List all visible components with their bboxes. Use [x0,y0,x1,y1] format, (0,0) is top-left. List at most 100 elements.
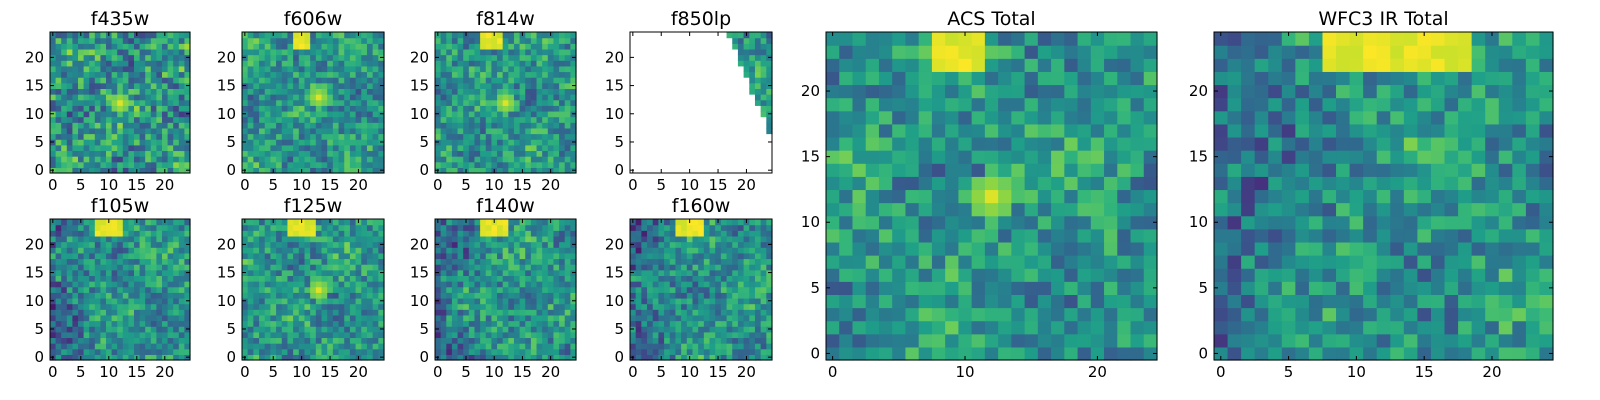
heatmap-cell [106,150,113,157]
heatmap-cell [564,354,571,361]
heatmap-cell [451,252,459,260]
heatmap-cell [276,326,283,333]
heatmap-cell [1064,268,1079,282]
heatmap-cell [117,48,124,56]
heatmap-cell [327,139,334,146]
heatmap-cell [692,269,699,276]
heatmap-cell [698,247,705,254]
heatmap-cell [72,320,79,327]
heatmap-cell [457,241,464,248]
heatmap-cell [304,43,311,50]
heatmap-cell [242,275,249,282]
heatmap-cell [468,269,476,276]
heatmap-cell [338,264,345,271]
heatmap-cell [100,303,107,310]
axes-frame [434,31,577,174]
heatmap-cell [559,32,566,39]
heatmap-cell [332,241,340,248]
heatmap-cell [675,269,682,276]
heatmap-cell [349,94,357,101]
heatmap-cell [457,320,464,327]
y-tick-label: 20 [605,235,624,253]
heatmap-cell [743,297,750,305]
heatmap-cell [100,331,107,339]
heatmap-cell [440,297,447,305]
heatmap-cell [106,54,113,61]
heatmap-cell [304,343,311,350]
heatmap-cell [100,224,107,231]
heatmap-cell [61,224,68,231]
heatmap-cell [559,105,566,112]
heatmap-cell [304,297,311,305]
heatmap-cell [530,105,538,112]
heatmap-cell [55,150,62,157]
heatmap-cell [508,281,515,288]
heatmap-cell [122,241,129,248]
heatmap-cell [253,127,260,135]
y-tick-label: 5 [614,320,624,338]
y-tick-label: 0 [419,348,429,366]
heatmap-cell [338,60,345,67]
heatmap-cell [145,235,152,243]
heatmap-cell [338,161,345,168]
heatmap-cell [145,309,152,316]
heatmap-cell [139,88,146,95]
heatmap-cell [502,71,509,78]
heatmap-cell [134,144,141,152]
heatmap-cell [485,314,492,322]
heatmap-cell [332,127,340,135]
heatmap-cell [150,82,157,89]
heatmap-cell [451,127,459,135]
heatmap-cell [253,65,260,73]
heatmap-cell [536,235,543,243]
heatmap-cell [737,303,745,310]
heatmap-cell [726,247,733,254]
heatmap-cell [106,235,113,243]
heatmap-cell [247,116,254,123]
heatmap-cell [658,241,665,248]
heatmap-cell [167,264,174,271]
heatmap-cell [474,258,481,265]
heatmap-cell [111,161,118,168]
heatmap-cell [78,110,85,118]
heatmap-cell [344,264,351,271]
heatmap-cell [78,269,85,276]
heatmap-cell [145,292,152,299]
heatmap-cell [242,161,249,168]
heatmap-cell [905,215,920,230]
heatmap-cell [491,326,498,333]
heatmap-cell [287,309,294,316]
heatmap-cell [647,269,654,276]
heatmap-cell [547,144,555,152]
heatmap-cell [826,307,840,322]
heatmap-cell [559,348,566,355]
heatmap-cell [106,144,113,152]
heatmap-cell [372,275,379,282]
heatmap-cell [480,133,487,140]
heatmap-cell [304,269,311,276]
heatmap-cell [1051,255,1065,269]
heatmap-cell [525,219,532,226]
heatmap-cell [553,77,560,84]
heatmap-cell [50,235,57,243]
heatmap-cell [111,286,118,293]
heatmap-cell [276,105,283,112]
heatmap-cell [344,48,351,56]
heatmap-cell [281,110,289,118]
heatmap-cell [743,348,750,355]
heatmap-cell [94,110,101,118]
heatmap-cell [145,269,152,276]
heatmap-cell [344,320,351,327]
heatmap-cell [463,326,470,333]
heatmap-cell [536,348,543,355]
heatmap-cell [162,303,169,310]
heatmap-cell [513,224,521,231]
y-tick-label: 10 [605,292,624,310]
heatmap-cell [361,161,368,168]
heatmap-cell [327,269,334,276]
heatmap-cell [984,346,999,361]
heatmap-cell [184,320,191,327]
heatmap-cell [451,241,459,248]
heatmap-cell [1104,320,1118,335]
heatmap-cell [519,230,526,237]
